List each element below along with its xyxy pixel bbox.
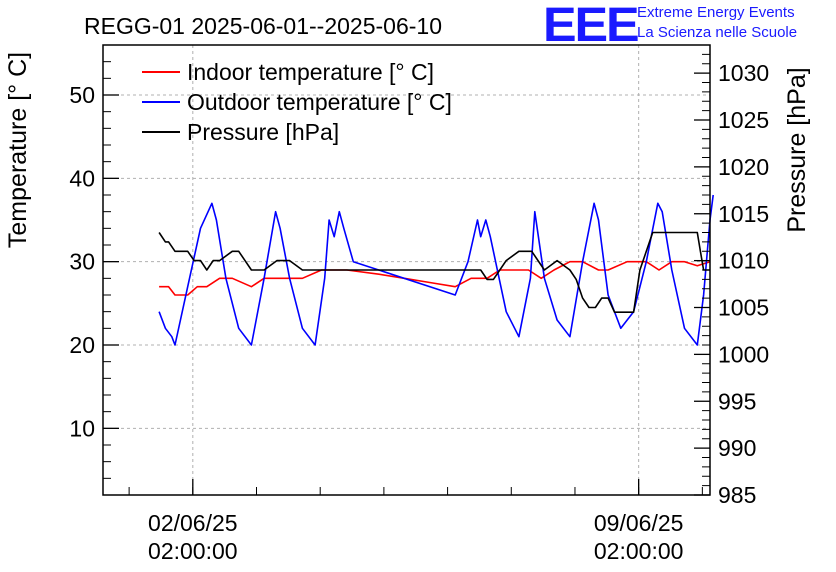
y2-tick-label: 985: [718, 482, 756, 508]
series-line-2: [158, 231, 710, 313]
y-tick-label: 20: [69, 332, 95, 358]
logo-line-2: La Scienza nelle Scuole: [637, 24, 798, 41]
y2-tick-label: 1010: [718, 248, 769, 274]
y2-axis-label: Pressure [hPa]: [783, 67, 811, 232]
logo-line-1: Extreme Energy Events: [637, 4, 795, 21]
y2-tick-label: 990: [718, 435, 756, 461]
eee-logo: EEE: [543, 0, 640, 52]
y2-tick-label: 995: [718, 388, 756, 414]
x-tick-date: 09/06/25: [594, 510, 684, 536]
x-tick-time: 02:00:00: [148, 538, 238, 564]
y2-tick-label: 1015: [718, 201, 769, 227]
series-line-0: [159, 260, 711, 296]
y2-tick-label: 1025: [718, 107, 769, 133]
y-tick-label: 10: [69, 415, 95, 441]
series-layer: [158, 194, 714, 346]
y-axis-label: Temperature [° C]: [4, 52, 32, 248]
y-tick-label: 40: [69, 165, 95, 191]
legend-label: Indoor temperature [° C]: [187, 59, 434, 85]
x-tick-time: 02:00:00: [594, 538, 684, 564]
grid: [103, 45, 710, 495]
x-tick-date: 02/06/25: [148, 510, 238, 536]
legend-label: Pressure [hPa]: [187, 119, 339, 145]
y2-tick-label: 1005: [718, 295, 769, 321]
y2-tick-label: 1020: [718, 154, 769, 180]
y-tick-label: 30: [69, 249, 95, 275]
legend: Indoor temperature [° C] Outdoor temperat…: [142, 59, 452, 145]
axes: 1020304050985990995100010051010101510201…: [69, 44, 769, 564]
y2-tick-label: 1000: [718, 341, 769, 367]
chart-title: REGG-01 2025-06-01--2025-06-10: [84, 13, 442, 39]
y-tick-label: 50: [69, 82, 95, 108]
y2-tick-label: 1030: [718, 60, 769, 86]
series-line-1: [158, 194, 714, 346]
legend-label: Outdoor temperature [° C]: [187, 89, 452, 115]
